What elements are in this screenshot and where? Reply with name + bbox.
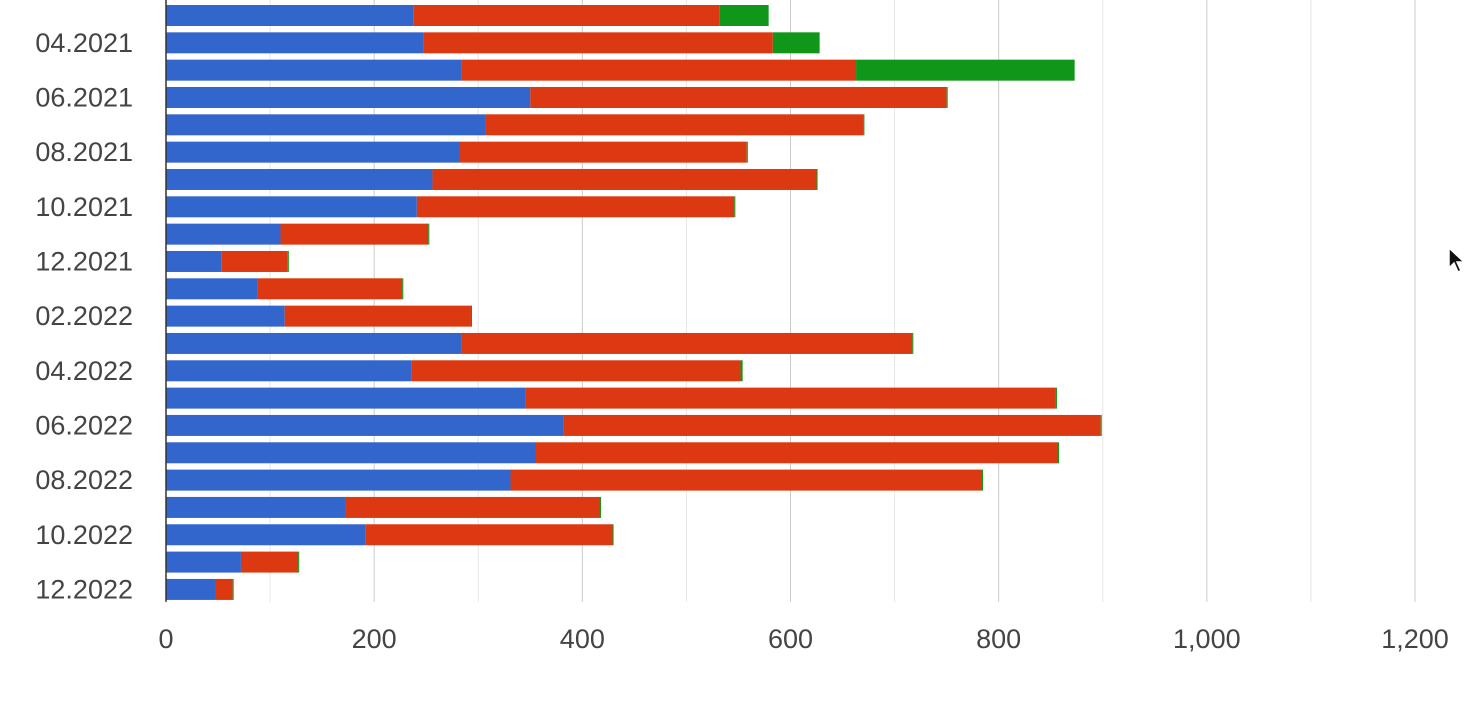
bar-12.2022-series-1 (166, 578, 216, 600)
bar-03.2022-series-1 (166, 332, 462, 354)
y-tick-label: 06.2021 (35, 82, 133, 112)
x-tick-label: 0 (158, 624, 173, 654)
bar-01.2022-series-3 (402, 278, 404, 300)
x-tick-label: 1,200 (1381, 624, 1449, 654)
bar-11.2021-series-2 (280, 223, 429, 245)
bar-08.2021-series-3 (746, 141, 748, 163)
bar-09.2022-series-3 (600, 496, 602, 518)
bar-06.2021-series-3 (946, 86, 948, 108)
bar-03.2021-series-1 (166, 5, 414, 26)
bar-01.2022-series-1 (166, 278, 258, 300)
y-tick-label: 02.2022 (35, 301, 133, 331)
bar-02.2022-series-2 (284, 305, 471, 327)
y-tick-label: 04.2021 (35, 28, 133, 58)
bar-08.2021-series-1 (166, 141, 460, 163)
bar-10.2022-series-3 (612, 524, 614, 546)
bar-07.2022-series-1 (166, 442, 536, 464)
x-tick-label: 600 (768, 624, 813, 654)
bar-07.2021-series-2 (485, 114, 864, 136)
y-tick-label: 12.2021 (35, 246, 133, 276)
x-tick-label: 400 (560, 624, 605, 654)
bar-08.2022-series-1 (166, 469, 511, 491)
x-tick-label: 200 (352, 624, 397, 654)
y-tick-label: 08.2021 (35, 137, 133, 167)
mouse-cursor-icon (1448, 246, 1466, 274)
y-tick-label: 10.2021 (35, 192, 133, 222)
bar-05.2021-series-2 (461, 59, 857, 81)
bar-07.2021-series-3 (863, 114, 865, 136)
bar-05.2021-series-1 (166, 59, 462, 81)
bar-02.2022-series-1 (166, 305, 285, 327)
bar-12.2022-series-2 (215, 578, 233, 600)
bar-09.2022-series-2 (345, 496, 601, 518)
bar-04.2021-series-1 (166, 32, 424, 54)
y-tick-label: 06.2022 (35, 410, 133, 440)
bar-07.2022-series-2 (535, 442, 1058, 464)
y-tick-label: 12.2022 (35, 574, 133, 604)
bar-04.2021-series-2 (423, 32, 773, 54)
bar-08.2021-series-2 (459, 141, 747, 163)
bar-02.2022-series-3 (470, 305, 473, 327)
bar-03.2021-series-2 (413, 5, 720, 26)
bar-11.2021-series-3 (428, 223, 430, 245)
bar-10.2021-series-3 (734, 196, 736, 218)
bar-05.2022-series-1 (166, 387, 526, 409)
bar-09.2021-series-3 (816, 168, 818, 190)
bar-07.2022-series-3 (1057, 442, 1060, 464)
y-tick-label: 04.2022 (35, 356, 133, 386)
bar-07.2021-series-1 (166, 114, 486, 136)
bar-09.2022-series-1 (166, 496, 346, 518)
y-tick-label: 10.2022 (35, 520, 133, 550)
bar-06.2021-series-1 (166, 86, 531, 108)
bar-05.2022-series-3 (1055, 387, 1057, 409)
bar-10.2021-series-2 (416, 196, 735, 218)
bar-06.2021-series-2 (530, 86, 947, 108)
bar-10.2021-series-1 (166, 196, 417, 218)
x-tick-label: 1,000 (1173, 624, 1241, 654)
x-tick-label: 800 (976, 624, 1021, 654)
bar-04.2021-series-3 (772, 32, 820, 54)
bar-11.2022-series-1 (166, 551, 241, 573)
bar-09.2021-series-1 (166, 168, 433, 190)
bar-12.2021-series-3 (287, 250, 289, 272)
bar-06.2022-series-2 (563, 414, 1101, 436)
bar-05.2021-series-3 (856, 59, 1075, 81)
bar-08.2022-series-3 (982, 469, 984, 491)
bar-04.2022-series-1 (166, 360, 412, 382)
bar-04.2022-series-2 (411, 360, 741, 382)
bar-05.2022-series-2 (525, 387, 1056, 409)
bar-10.2022-series-2 (365, 524, 613, 546)
y-tick-label: 08.2022 (35, 465, 133, 495)
bar-01.2022-series-2 (257, 278, 403, 300)
bar-03.2021-series-3 (719, 5, 769, 26)
bar-10.2022-series-1 (166, 524, 366, 546)
bar-06.2022-series-3 (1100, 414, 1102, 436)
bar-12.2021-series-2 (221, 250, 288, 272)
bar-04.2022-series-3 (740, 360, 743, 382)
bar-12.2022-series-3 (232, 578, 234, 600)
bar-12.2021-series-1 (166, 250, 222, 272)
bar-11.2022-series-2 (240, 551, 299, 573)
bar-03.2022-series-2 (461, 332, 913, 354)
bar-09.2021-series-2 (432, 168, 817, 190)
bar-03.2022-series-3 (912, 332, 914, 354)
bar-06.2022-series-1 (166, 414, 564, 436)
bar-11.2022-series-3 (298, 551, 300, 573)
bar-08.2022-series-2 (510, 469, 983, 491)
bar-11.2021-series-1 (166, 223, 281, 245)
